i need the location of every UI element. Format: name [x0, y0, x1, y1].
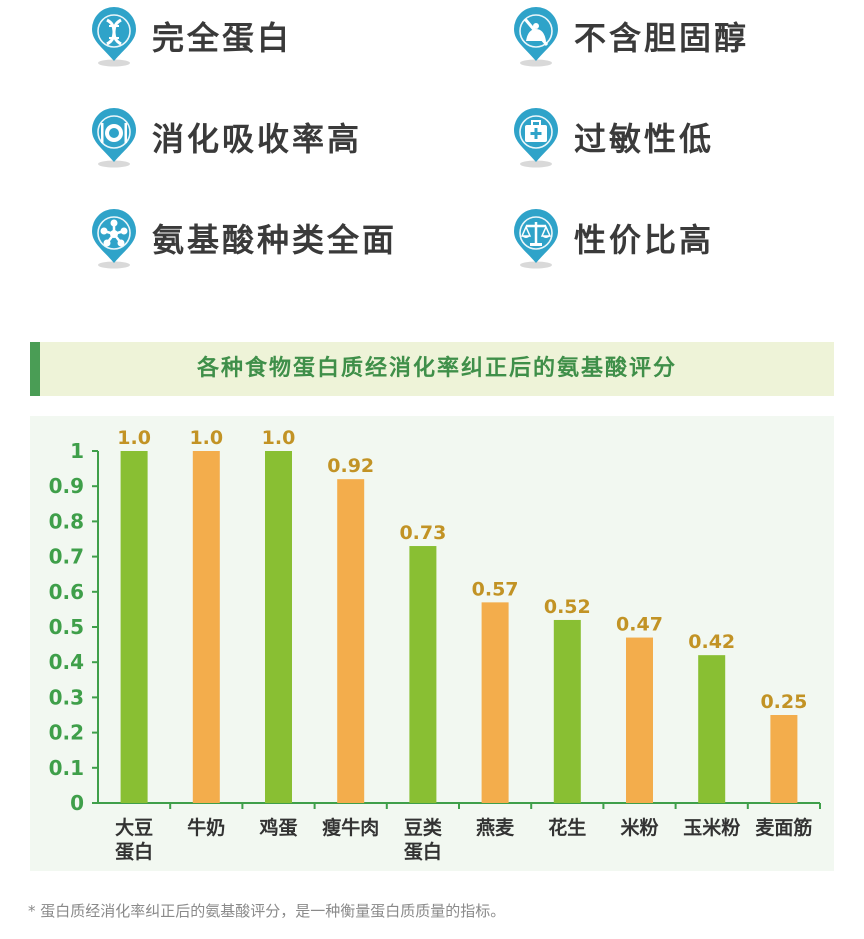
feature-cost-effective: 性价比高 [512, 207, 714, 269]
y-tick-label: 0 [70, 791, 84, 815]
bar-value-label: 1.0 [117, 427, 151, 449]
x-tick-label: 米粉 [620, 816, 658, 839]
bar [481, 602, 509, 803]
bar [192, 451, 220, 803]
x-tick-label: 花生 [548, 816, 586, 839]
bar-value-label: 0.92 [327, 455, 374, 477]
bar [698, 655, 726, 803]
bar-value-label: 0.42 [688, 631, 735, 653]
feature-complete-protein: 完全蛋白 [90, 5, 292, 67]
footnote: * 蛋白质经消化率纠正后的氨基酸评分，是一种衡量蛋白质质量的指标。 [28, 902, 506, 920]
y-tick-label: 0.9 [49, 474, 84, 498]
bar-value-label: 0.47 [616, 614, 663, 636]
feature-label: 氨基酸种类全面 [152, 221, 398, 259]
bar [626, 637, 653, 803]
x-tick-label: 蛋白 [115, 840, 153, 863]
x-tick-label: 瘦牛肉 [322, 816, 379, 839]
medical-kit-icon [512, 106, 560, 168]
x-tick-label: 豆类 [404, 816, 442, 839]
bar [770, 715, 798, 803]
bar-value-label: 1.0 [189, 427, 223, 449]
y-tick-label: 0.3 [49, 685, 84, 709]
bar-value-label: 0.25 [760, 691, 807, 713]
x-tick-label: 蛋白 [404, 840, 442, 863]
bar [553, 619, 581, 803]
no-cholesterol-icon [512, 5, 560, 67]
feature-label: 完全蛋白 [152, 19, 293, 57]
y-tick-label: 1 [70, 439, 84, 463]
feature-label: 过敏性低 [574, 120, 715, 158]
chart-title-bar: 各种食物蛋白质经消化率纠正后的氨基酸评分 [30, 342, 834, 396]
plate-cutlery-icon [90, 106, 138, 168]
x-tick-label: 玉米粉 [683, 816, 740, 839]
bar [265, 451, 292, 803]
feature-low-allergy: 过敏性低 [512, 106, 714, 168]
dna-icon [90, 5, 138, 67]
x-tick-label: 牛奶 [187, 816, 225, 839]
y-tick-label: 0.2 [49, 721, 84, 745]
feature-full-amino-acids: 氨基酸种类全面 [90, 207, 397, 269]
chart-title: 各种食物蛋白质经消化率纠正后的氨基酸评分 [196, 356, 677, 381]
y-tick-label: 0.1 [49, 756, 84, 780]
bar-value-label: 0.73 [399, 522, 446, 544]
y-tick-label: 0.7 [49, 545, 84, 569]
feature-label: 消化吸收率高 [152, 120, 363, 158]
x-tick-label: 燕麦 [476, 816, 515, 839]
bar-value-label: 1.0 [262, 427, 296, 449]
y-tick-label: 0.4 [49, 650, 84, 674]
bar-value-label: 0.52 [544, 596, 591, 618]
bar [409, 546, 437, 803]
y-tick-label: 0.8 [49, 509, 84, 533]
bar [120, 451, 148, 803]
title-accent [30, 342, 40, 396]
x-tick-label: 麦面筋 [755, 816, 812, 839]
bar-value-label: 0.57 [472, 578, 519, 600]
y-tick-label: 0.6 [49, 580, 84, 604]
feature-label: 不含胆固醇 [574, 19, 750, 57]
y-tick-label: 0.5 [49, 615, 84, 639]
feature-no-cholesterol: 不含胆固醇 [512, 5, 749, 67]
molecule-icon [90, 207, 138, 269]
bar [337, 479, 365, 803]
x-tick-label: 鸡蛋 [258, 816, 297, 839]
balance-scale-icon [512, 207, 560, 269]
feature-high-digestibility: 消化吸收率高 [90, 106, 362, 168]
feature-label: 性价比高 [574, 221, 715, 259]
x-tick-label: 大豆 [115, 816, 153, 839]
